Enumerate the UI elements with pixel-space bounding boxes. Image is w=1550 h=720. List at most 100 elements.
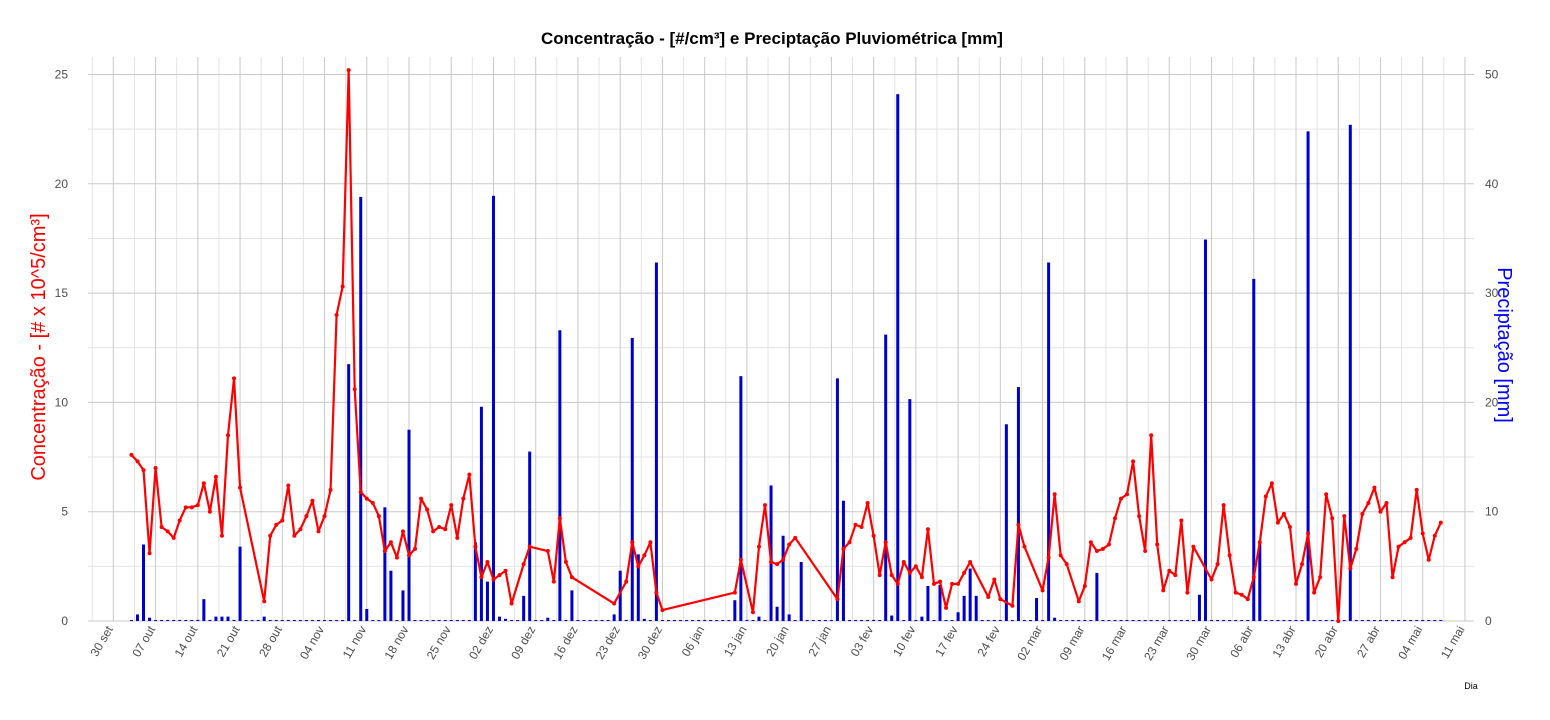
precipitation-bar <box>1197 594 1201 621</box>
precipitation-bar <box>938 584 942 621</box>
precipitation-bar-zero <box>1143 620 1147 621</box>
concentration-point <box>141 468 146 473</box>
concentration-point <box>1149 433 1154 438</box>
precipitation-bar <box>636 554 640 621</box>
x-tick-label: 20 jan <box>763 624 791 659</box>
precipitation-bar-zero <box>1119 620 1123 621</box>
concentration-point <box>346 68 351 73</box>
precipitation-bar-zero <box>1222 620 1226 621</box>
precipitation-bar-zero <box>793 620 797 621</box>
concentration-point <box>1155 542 1160 547</box>
precipitation-bar-zero <box>1113 620 1117 621</box>
concentration-point <box>1016 522 1021 527</box>
concentration-point <box>769 559 774 564</box>
concentration-point <box>467 472 472 477</box>
concentration-point <box>962 570 967 575</box>
precipitation-bar-zero <box>377 620 381 621</box>
concentration-point <box>1022 544 1027 549</box>
precipitation-bar-zero <box>1354 620 1358 621</box>
precipitation-bar-zero <box>1029 620 1032 621</box>
precipitation-bar-zero <box>1403 620 1407 621</box>
precipitation-bar <box>359 196 363 621</box>
concentration-point <box>919 575 924 580</box>
precipitation-bar-zero <box>431 620 435 621</box>
concentration-point <box>183 505 188 510</box>
precipitation-bar <box>522 595 526 621</box>
precipitation-bar-zero <box>1360 620 1364 621</box>
concentration-point <box>1390 575 1395 580</box>
precipitation-bar-zero <box>286 620 290 621</box>
concentration-point <box>950 581 955 586</box>
concentration-point <box>931 581 936 586</box>
precipitation-bar-zero <box>154 620 158 621</box>
x-tick-label: 02 dez <box>466 624 496 662</box>
concentration-point <box>992 577 997 582</box>
precipitation-bar-zero <box>600 620 604 621</box>
precipitation-bar <box>618 570 622 621</box>
precipitation-bar-zero <box>341 620 345 621</box>
precipitation-bar-zero <box>1391 620 1395 621</box>
precipitation-bar-zero <box>1421 620 1425 621</box>
precipitation-bar-zero <box>1173 620 1177 621</box>
x-axis-label: Dia <box>1464 681 1478 691</box>
concentration-point <box>883 540 888 545</box>
concentration-point <box>1185 590 1190 595</box>
concentration-point <box>901 559 906 564</box>
concentration-point <box>225 433 230 438</box>
precipitation-bar-zero <box>878 620 882 621</box>
concentration-point <box>1396 544 1401 549</box>
concentration-point <box>1294 581 1298 586</box>
concentration-point <box>956 581 961 586</box>
concentration-point <box>195 503 200 508</box>
concentration-point <box>310 498 315 503</box>
precipitation-bar-zero <box>576 620 580 621</box>
precipitation-bar-zero <box>1409 620 1413 621</box>
precipitation-bar-zero <box>1240 620 1244 621</box>
x-tick-label: 02 mar <box>1014 624 1045 663</box>
y-right-tick-label: 0 <box>1485 614 1492 628</box>
precipitation-bar <box>745 619 749 621</box>
concentration-point <box>1119 496 1124 501</box>
x-tick-label: 27 jan <box>806 624 834 659</box>
concentration-point <box>304 514 309 519</box>
precipitation-bar <box>908 399 912 621</box>
precipitation-bar <box>962 595 966 621</box>
precipitation-bar <box>570 590 574 621</box>
precipitation-bar <box>1016 387 1020 621</box>
precipitation-bar-zero <box>944 620 948 621</box>
precipitation-bar-zero <box>727 620 731 621</box>
precipitation-bar-zero <box>1161 620 1165 621</box>
precipitation-bar <box>196 619 200 621</box>
concentration-point <box>159 525 164 529</box>
concentration-point <box>485 559 490 564</box>
concentration-point <box>1161 588 1166 593</box>
x-tick-label: 30 set <box>87 623 116 659</box>
y-axis-left-label: Concentração - [# x 10^5/cm³] <box>28 213 50 480</box>
precipitation-bar-zero <box>1107 620 1111 621</box>
x-tick-label: 14 out <box>172 623 201 659</box>
concentration-point <box>937 579 942 584</box>
precipitation-bar-zero <box>516 620 520 621</box>
precipitation-bar-zero <box>1330 620 1334 621</box>
concentration-point <box>1173 573 1178 578</box>
concentration-point <box>1082 584 1087 589</box>
concentration-point <box>521 562 526 567</box>
precipitation-bar <box>884 334 888 621</box>
concentration-point <box>624 579 629 584</box>
precipitation-bar <box>866 619 870 621</box>
x-tick-label: 21 out <box>214 623 243 659</box>
concentration-point <box>165 529 170 534</box>
concentration-point <box>775 562 780 567</box>
x-tick-label: 23 mar <box>1141 624 1172 663</box>
precipitation-bar-zero <box>184 620 188 621</box>
concentration-point <box>1414 487 1419 492</box>
precipitation-bar-zero <box>1324 620 1328 621</box>
concentration-point <box>1354 546 1359 551</box>
concentration-point <box>1125 492 1130 497</box>
axis-ticks: 0 5 10 15 20 25 0 10 20 30 40 50 30 set 07 out 14 out 2… <box>55 67 1499 662</box>
precipitation-bar <box>208 619 212 621</box>
precipitation-bar <box>226 616 230 621</box>
concentration-point <box>998 597 1003 602</box>
concentration-point <box>1052 492 1057 497</box>
